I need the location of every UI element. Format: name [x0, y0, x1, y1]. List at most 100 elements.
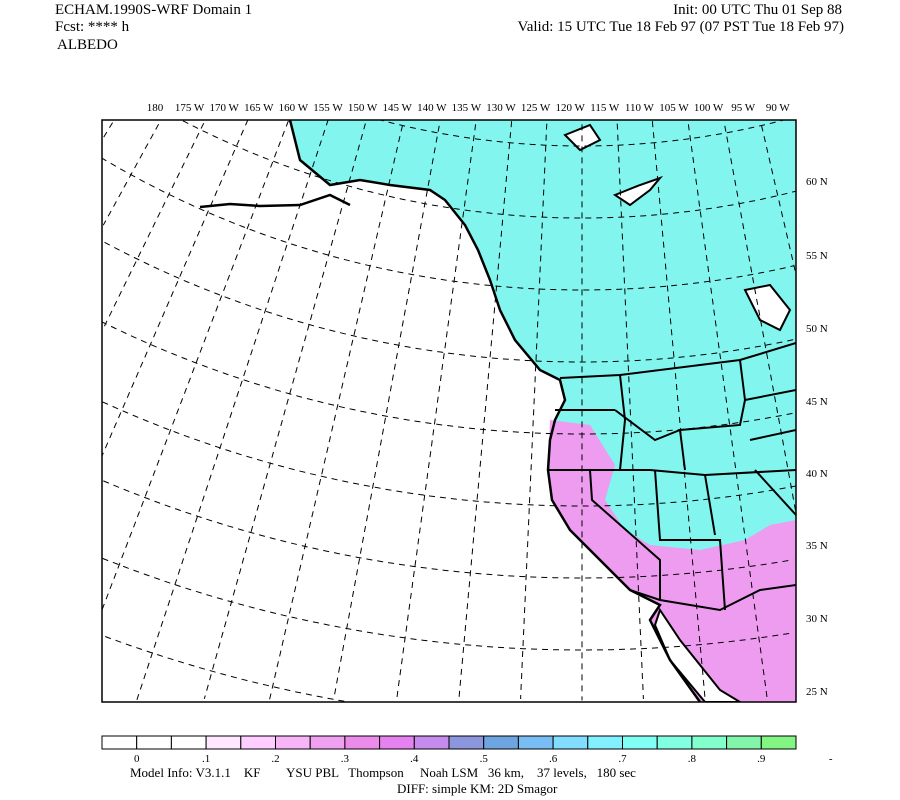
colorbar-swatch: [760, 735, 797, 750]
longitude-label: 175 W: [175, 102, 205, 114]
colorbar-swatch: [483, 735, 519, 750]
latitude-line: [103, 480, 794, 579]
latitude-line: [378, 120, 786, 147]
colorbar-label: -: [829, 753, 833, 765]
latitude-label: 50 N: [806, 323, 828, 335]
longitude-line: [395, 124, 477, 702]
longitude-line: [458, 121, 513, 702]
longitude-label: 90 W: [766, 102, 791, 114]
model-title: ECHAM.1990S-WRF Domain 1: [55, 2, 253, 18]
longitude-label: 125 W: [521, 102, 551, 114]
colorbar-swatch: [552, 735, 589, 750]
field-name: ALBEDO: [57, 37, 118, 53]
colorbar-swatch: [309, 735, 346, 750]
colorbar-swatch: [587, 735, 623, 750]
longitude-label: 180: [147, 102, 164, 114]
colorbar-label: .9: [757, 753, 766, 765]
longitude-label: 160 W: [279, 102, 309, 114]
longitude-line: [616, 123, 644, 700]
colorbar-label: .8: [688, 753, 697, 765]
colorbar: 0 .1 .2 .3 .4 .5 .6 .7 .8 .9 -: [101, 735, 833, 765]
mexico-border: [629, 584, 796, 612]
colorbar-label: 0: [134, 753, 140, 765]
longitude-label: 140 W: [417, 102, 447, 114]
latitude-label: 60 N: [806, 176, 828, 188]
great-slave-lake: [612, 175, 664, 207]
longitude-line: [102, 122, 205, 331]
longitude-label: 155 W: [313, 102, 343, 114]
latitude-line: [105, 636, 352, 702]
longitude-label: 120 W: [555, 102, 585, 114]
forecast-hour: Fcst: **** h: [55, 19, 130, 35]
latitude-label: 35 N: [806, 540, 828, 552]
colorbar-label: .3: [341, 753, 350, 765]
colorbar-swatch: [170, 735, 207, 750]
longitude-label: 100 W: [694, 102, 724, 114]
alaska-coast: [199, 193, 351, 209]
colorbar-swatch: [656, 735, 693, 750]
canada-us-border: [559, 342, 796, 379]
latitude-line: [102, 321, 793, 435]
latitude-label: 25 N: [806, 686, 828, 698]
latitude-label: 30 N: [806, 613, 828, 625]
colorbar-swatch: [275, 735, 311, 750]
colorbar-label: .4: [410, 753, 419, 765]
longitude-label: 165 W: [244, 102, 274, 114]
colorbar-swatch: [136, 735, 172, 750]
colorbar-swatch: [448, 735, 485, 750]
coastline: [288, 120, 702, 702]
latitude-line: [102, 401, 796, 507]
gulf-of-california: [653, 607, 742, 702]
colorbar-label: .2: [271, 753, 279, 765]
model-info: Model Info: V3.1.1 KF YSU PBL Thompson N…: [130, 765, 636, 780]
map-frame: [101, 119, 797, 703]
colorbar-swatch: [205, 735, 242, 750]
latitude-line: [102, 157, 795, 291]
longitude-line: [687, 124, 769, 702]
init-time: Init: 00 UTC Thu 01 Sep 88: [673, 2, 842, 18]
graticule: [102, 120, 796, 702]
diff-info: DIFF: simple KM: 2D Smagor: [397, 781, 558, 796]
longitude-line: [333, 125, 440, 700]
latitude-line: [104, 241, 796, 363]
colorbar-swatch: [240, 735, 277, 750]
longitude-line: [520, 123, 548, 700]
latitude-line: [102, 557, 795, 651]
longitude-label: 130 W: [486, 102, 516, 114]
colorbar-swatch: [517, 735, 554, 750]
latitude-label: 45 N: [806, 396, 828, 408]
colorbar-swatch: [622, 735, 658, 750]
colorbar-label: .7: [618, 753, 627, 765]
latitude-labels: 60 N 55 N 50 N 45 N 40 N 35 N 30 N 25 N: [806, 176, 828, 698]
longitude-label: 170 W: [209, 102, 239, 114]
colorbar-swatch: [344, 735, 381, 750]
hudson-bay-lake: [743, 283, 792, 332]
longitude-line: [102, 122, 114, 141]
colorbar-swatch: [726, 735, 762, 750]
longitude-line: [203, 123, 366, 700]
longitude-label: 145 W: [382, 102, 412, 114]
longitude-label: 115 W: [590, 102, 620, 114]
longitude-label: 95 W: [731, 102, 756, 114]
longitude-line: [651, 121, 706, 702]
longitude-label: 150 W: [348, 102, 378, 114]
longitude-line: [102, 123, 160, 226]
state-borders: [548, 359, 796, 611]
land-low-albedo-region: [548, 420, 796, 702]
latitude-label: 40 N: [806, 468, 828, 480]
longitude-label: 110 W: [625, 102, 655, 114]
colorbar-swatch: [691, 735, 728, 750]
valid-time: Valid: 15 UTC Tue 18 Feb 97 (07 PST Tue …: [517, 19, 844, 35]
longitude-line: [136, 120, 329, 702]
latitude-label: 55 N: [806, 250, 828, 262]
colorbar-label: .6: [549, 753, 558, 765]
colorbar-swatch: [101, 735, 138, 750]
colorbar-label: .5: [480, 753, 489, 765]
colorbar-swatch: [379, 735, 415, 750]
colorbar-swatch: [413, 735, 450, 750]
longitude-labels: 180 175 W 170 W 165 W 160 W 155 W 150 W 145 W 14…: [147, 102, 791, 114]
colorbar-label: .1: [202, 753, 210, 765]
longitude-label: 135 W: [452, 102, 482, 114]
longitude-line: [761, 125, 796, 273]
